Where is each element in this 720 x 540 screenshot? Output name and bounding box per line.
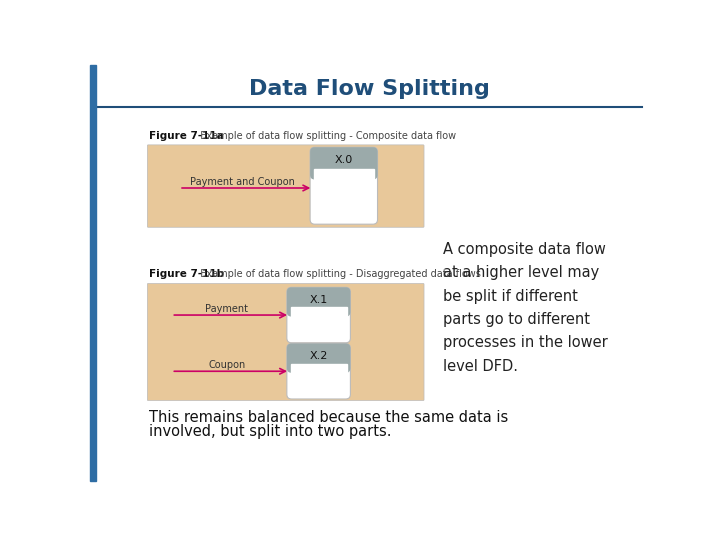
Text: Example of data flow splitting - Composite data flow: Example of data flow splitting - Composi… <box>194 131 456 141</box>
Bar <box>90 65 96 481</box>
Bar <box>291 363 346 396</box>
Text: Example of data flow splitting - Disaggregated data flows: Example of data flow splitting - Disaggr… <box>194 269 481 279</box>
Text: A composite data flow
at a higher level may
be split if different
parts go to di: A composite data flow at a higher level … <box>443 242 608 374</box>
Text: Figure 7-11b: Figure 7-11b <box>149 269 224 279</box>
FancyBboxPatch shape <box>148 145 424 227</box>
Text: Payment and Coupon: Payment and Coupon <box>190 177 294 187</box>
Text: X.0: X.0 <box>335 156 353 165</box>
Text: Payment: Payment <box>205 304 248 314</box>
FancyBboxPatch shape <box>310 147 377 224</box>
Text: Coupon: Coupon <box>208 360 246 370</box>
Text: X.2: X.2 <box>310 351 328 361</box>
FancyBboxPatch shape <box>310 147 377 179</box>
Text: This remains balanced because the same data is: This remains balanced because the same d… <box>149 410 508 425</box>
FancyBboxPatch shape <box>287 343 351 373</box>
Bar <box>314 168 374 221</box>
FancyBboxPatch shape <box>287 287 351 343</box>
Bar <box>291 307 346 340</box>
FancyBboxPatch shape <box>287 287 351 316</box>
Text: X.1: X.1 <box>310 295 328 305</box>
Text: involved, but split into two parts.: involved, but split into two parts. <box>149 424 392 439</box>
FancyBboxPatch shape <box>287 343 351 399</box>
FancyBboxPatch shape <box>148 284 424 401</box>
Text: Figure 7-11a: Figure 7-11a <box>149 131 224 141</box>
Text: Data Flow Splitting: Data Flow Splitting <box>248 79 490 99</box>
